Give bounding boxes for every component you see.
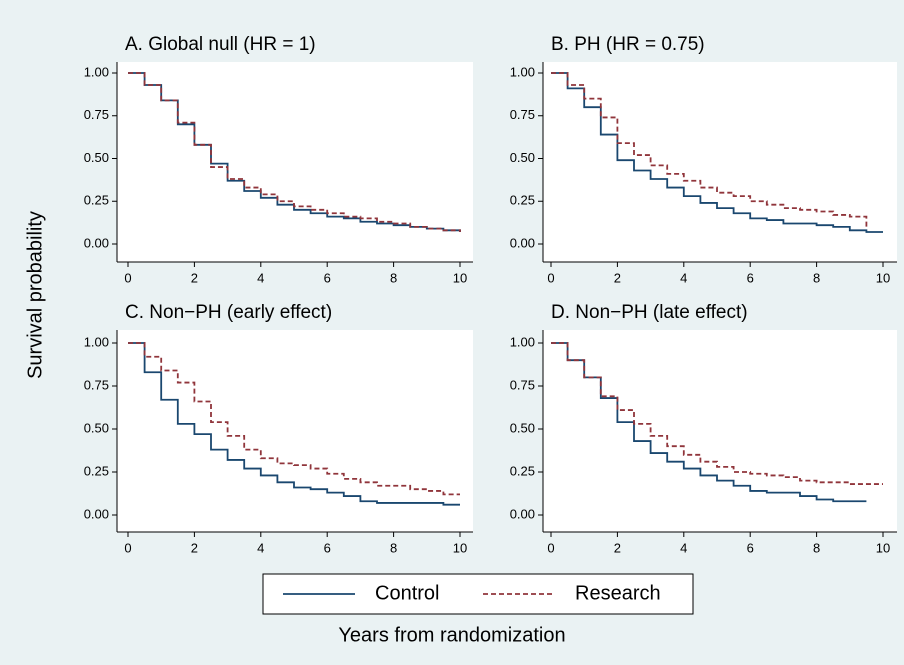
x-tick-label: 4 xyxy=(680,540,687,555)
survival-curve xyxy=(551,72,883,233)
x-tick-label: 2 xyxy=(191,540,198,555)
x-tick-label: 6 xyxy=(324,540,331,555)
y-tick-label: 0.00 xyxy=(510,235,535,250)
legend-label: Control xyxy=(375,582,439,604)
x-tick-label: 0 xyxy=(124,540,131,555)
y-tick-label: 1.00 xyxy=(84,64,109,79)
x-tick-label: 0 xyxy=(547,270,554,285)
survival-curve xyxy=(551,342,867,503)
y-tick-label: 0.25 xyxy=(510,463,535,478)
plot-area xyxy=(117,330,473,532)
y-tick-label: 1.00 xyxy=(510,64,535,79)
x-tick-label: 10 xyxy=(876,540,890,555)
y-tick-label: 0.75 xyxy=(510,107,535,122)
x-tick-label: 8 xyxy=(813,270,820,285)
x-tick-label: 6 xyxy=(324,270,331,285)
survival-curve xyxy=(551,72,868,227)
plot-area xyxy=(543,330,897,532)
x-tick-label: 10 xyxy=(876,270,890,285)
panel-title: A. Global null (HR = 1) xyxy=(125,34,316,55)
x-tick-label: 4 xyxy=(257,270,264,285)
x-tick-label: 2 xyxy=(614,270,621,285)
x-tick-label: 4 xyxy=(257,540,264,555)
x-tick-label: 10 xyxy=(453,540,467,555)
survival-curve xyxy=(128,342,460,506)
x-tick-label: 2 xyxy=(614,540,621,555)
x-tick-label: 6 xyxy=(747,270,754,285)
y-tick-label: 0.25 xyxy=(510,193,535,208)
x-tick-label: 8 xyxy=(390,540,397,555)
y-tick-label: 0.25 xyxy=(84,193,109,208)
survival-curve xyxy=(128,342,460,496)
y-tick-label: 0.00 xyxy=(84,235,109,250)
plot-area xyxy=(117,62,473,262)
x-tick-label: 6 xyxy=(747,540,754,555)
x-tick-label: 4 xyxy=(680,270,687,285)
legend-label: Research xyxy=(575,582,661,604)
plot-area xyxy=(543,62,897,262)
y-tick-label: 0.50 xyxy=(510,150,535,165)
y-tick-label: 0.00 xyxy=(84,506,109,521)
y-tick-label: 0.50 xyxy=(84,150,109,165)
x-tick-label: 2 xyxy=(191,270,198,285)
survival-curve xyxy=(551,342,883,485)
x-axis-label: Years from randomization xyxy=(338,624,565,646)
x-tick-label: 0 xyxy=(547,540,554,555)
y-tick-label: 1.00 xyxy=(510,334,535,349)
y-tick-label: 0.75 xyxy=(84,377,109,392)
panel-title: D. Non−PH (late effect) xyxy=(551,302,748,323)
x-tick-label: 10 xyxy=(453,270,467,285)
survival-curve xyxy=(128,72,461,233)
x-tick-label: 8 xyxy=(390,270,397,285)
panel-title: B. PH (HR = 0.75) xyxy=(551,34,705,55)
y-tick-label: 0.25 xyxy=(84,463,109,478)
y-tick-label: 0.75 xyxy=(510,377,535,392)
x-tick-label: 0 xyxy=(124,270,131,285)
y-tick-label: 0.00 xyxy=(510,506,535,521)
x-tick-label: 8 xyxy=(813,540,820,555)
y-tick-label: 1.00 xyxy=(84,334,109,349)
y-tick-label: 0.75 xyxy=(84,107,109,122)
y-axis-label: Survival probability xyxy=(24,211,46,379)
y-tick-label: 0.50 xyxy=(510,420,535,435)
y-tick-label: 0.50 xyxy=(84,420,109,435)
panel-title: C. Non−PH (early effect) xyxy=(125,302,332,323)
